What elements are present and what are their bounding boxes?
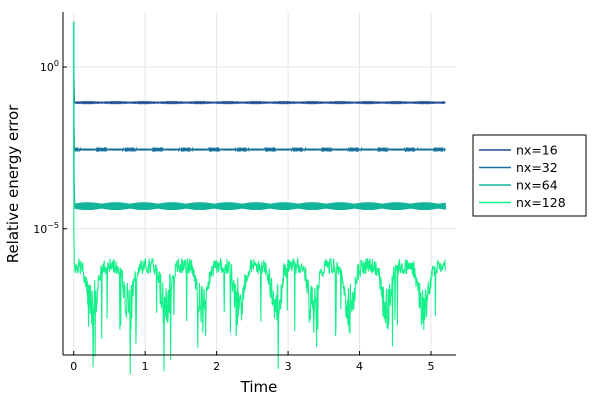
y-tick-labels: 100 10−5 [33,59,67,236]
legend: nx=16 nx=32 nx=64 nx=128 [472,134,587,217]
x-tick-label: 2 [213,360,220,373]
x-tick-label: 0 [70,360,77,373]
x-tick-label: 1 [142,360,149,373]
legend-label: nx=16 [516,143,558,158]
legend-label: nx=32 [516,160,558,175]
legend-label: nx=128 [516,195,566,210]
grid-lines [63,12,456,355]
x-tick-label: 3 [285,360,292,373]
x-tick-labels: 0 1 2 3 4 5 [70,351,434,373]
series-layer [72,21,447,375]
axes [62,12,456,356]
series-line-nx-128 [73,21,446,375]
y-tick-label: 10−5 [33,221,59,236]
x-axis-label: Time [240,378,278,396]
series-line-nx-64 [72,21,447,211]
y-tick-label: 100 [40,59,59,74]
x-tick-label: 4 [356,360,363,373]
series-line-nx-16 [73,21,446,105]
legend-label: nx=64 [516,178,558,193]
y-axis-label: Relative energy error [4,104,22,263]
x-tick-label: 5 [427,360,434,373]
series-line-nx-32 [73,21,446,153]
